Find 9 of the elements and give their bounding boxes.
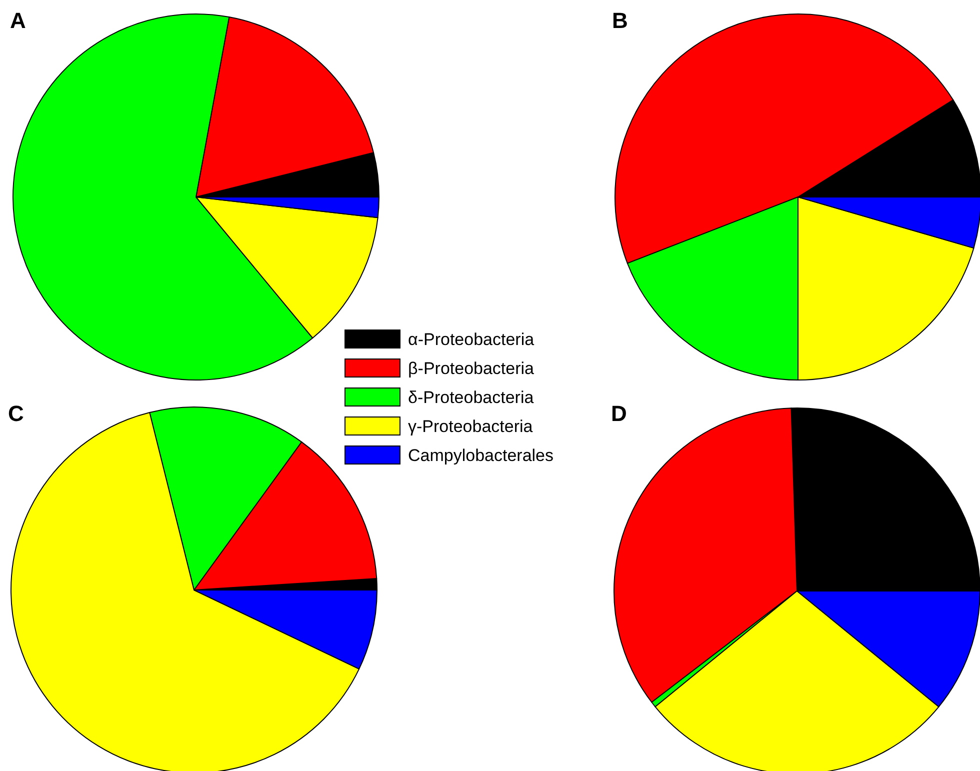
legend-label: Campylobacterales xyxy=(408,446,554,465)
legend-label: α-Proteobacteria xyxy=(408,330,535,349)
legend-label: δ-Proteobacteria xyxy=(408,388,534,407)
chart-title: D xyxy=(611,401,627,426)
chart-title: C xyxy=(8,401,24,426)
legend-label: β-Proteobacteria xyxy=(408,359,535,378)
chart-title: B xyxy=(612,8,628,33)
chart-title: A xyxy=(10,8,26,33)
legend-label: γ-Proteobacteria xyxy=(408,417,534,436)
